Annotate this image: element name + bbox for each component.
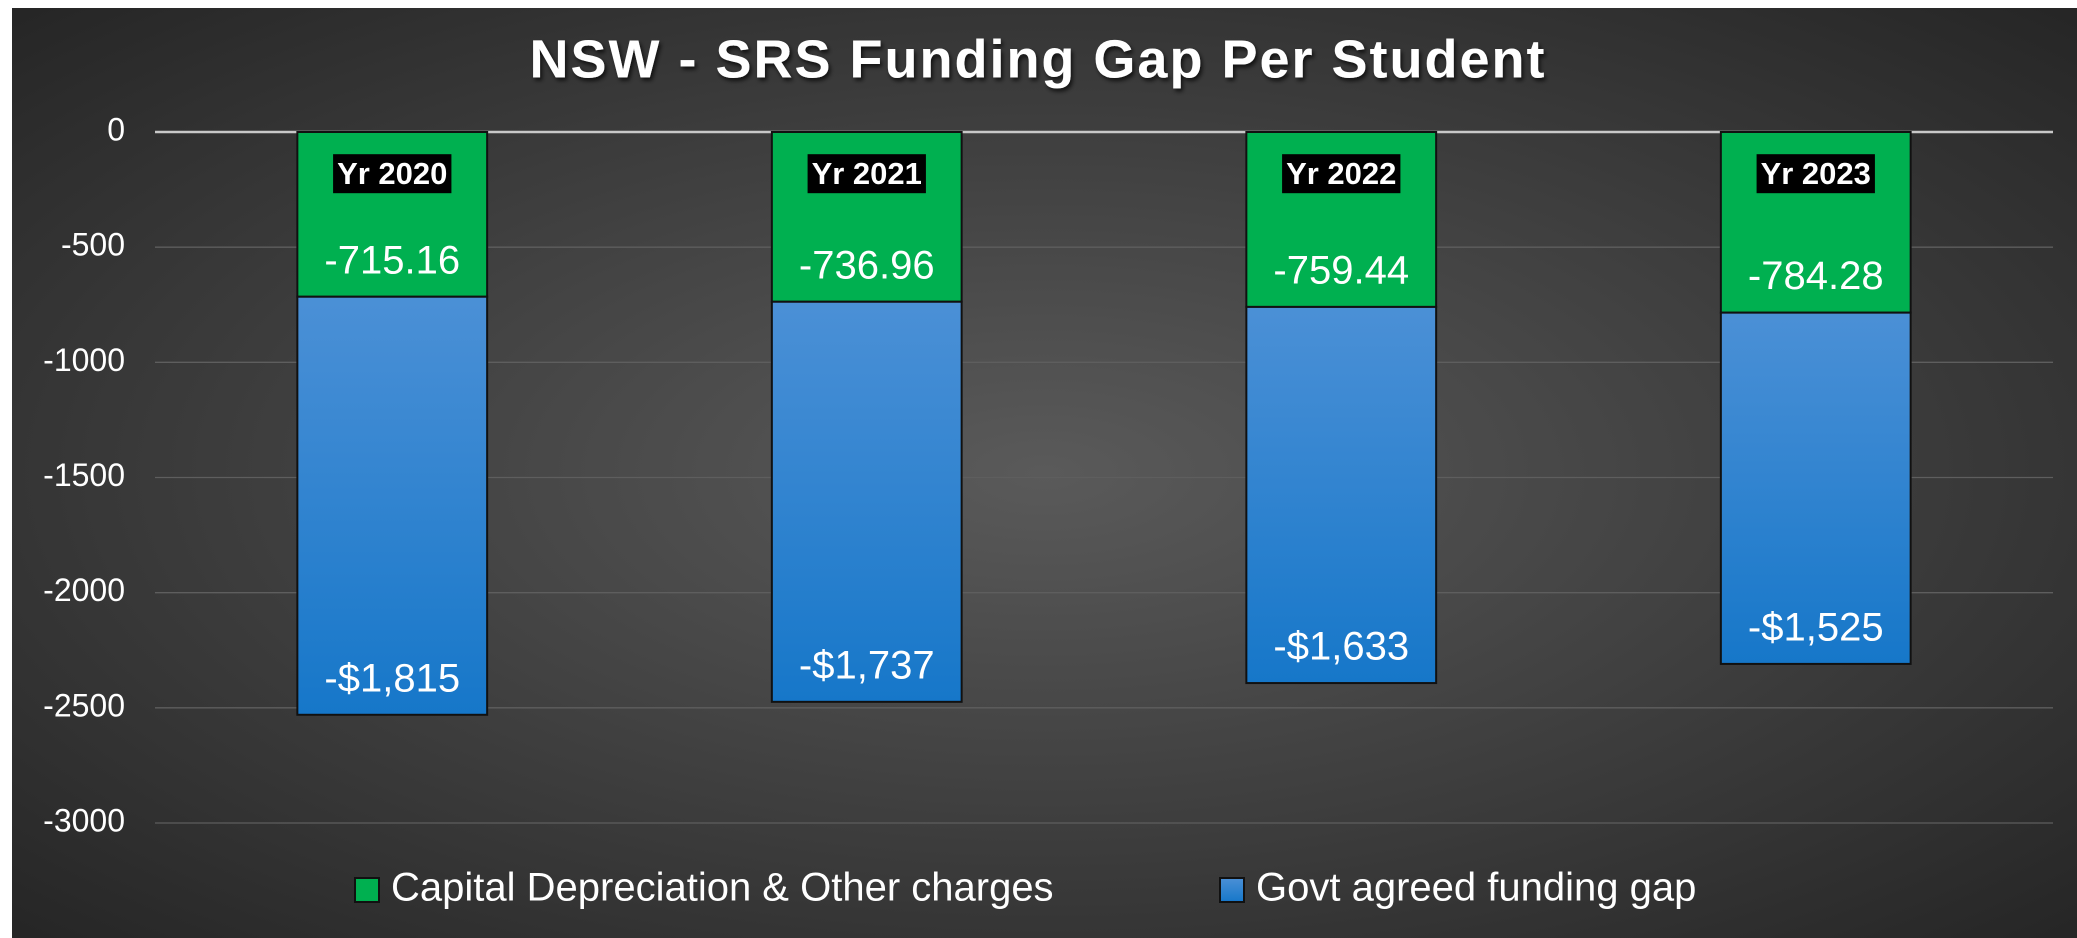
data-label: -$1,633 (1273, 625, 1409, 669)
data-label: -715.16 (324, 238, 460, 282)
y-tick-label: -2500 (43, 687, 125, 723)
legend-label: Capital Depreciation & Other charges (391, 866, 1054, 910)
bar-segment (1719, 311, 1912, 665)
category-label: Yr 2021 (807, 154, 926, 194)
category-label-bg (1756, 154, 1875, 194)
legend-label: Govt agreed funding gap (1256, 866, 1696, 910)
y-tick-label: -1500 (43, 457, 125, 493)
x-tick-label: Yr 2020 (337, 156, 447, 191)
data-label: -$1,815 (324, 656, 460, 700)
y-tick-label: -3000 (43, 802, 125, 838)
legend-swatch (1219, 877, 1245, 903)
bar-segment (1245, 305, 1438, 685)
x-tick-label: Yr 2023 (1761, 156, 1871, 191)
bar-segment (770, 300, 963, 703)
y-tick-label: -1000 (43, 342, 125, 378)
data-label: -736.96 (799, 243, 935, 287)
legend-swatch (354, 877, 380, 903)
category-label-bg (333, 154, 452, 194)
chart-title: NSW - SRS Funding Gap Per Student (530, 29, 1547, 89)
data-label: -759.44 (1273, 248, 1409, 292)
category-label-bg (807, 154, 926, 194)
data-label: -$1,737 (799, 643, 935, 687)
y-tick-label: -2000 (43, 572, 125, 608)
x-tick-label: Yr 2021 (812, 156, 922, 191)
y-tick-label: 0 (107, 111, 125, 147)
bar-segment (296, 295, 489, 716)
category-label: Yr 2023 (1756, 154, 1875, 194)
y-tick-label: -500 (61, 227, 125, 263)
category-label: Yr 2020 (333, 154, 452, 194)
data-label: -784.28 (1748, 254, 1884, 298)
category-label-bg (1282, 154, 1401, 194)
category-label: Yr 2022 (1282, 154, 1401, 194)
x-tick-label: Yr 2022 (1286, 156, 1396, 191)
data-label: -$1,525 (1748, 605, 1884, 649)
